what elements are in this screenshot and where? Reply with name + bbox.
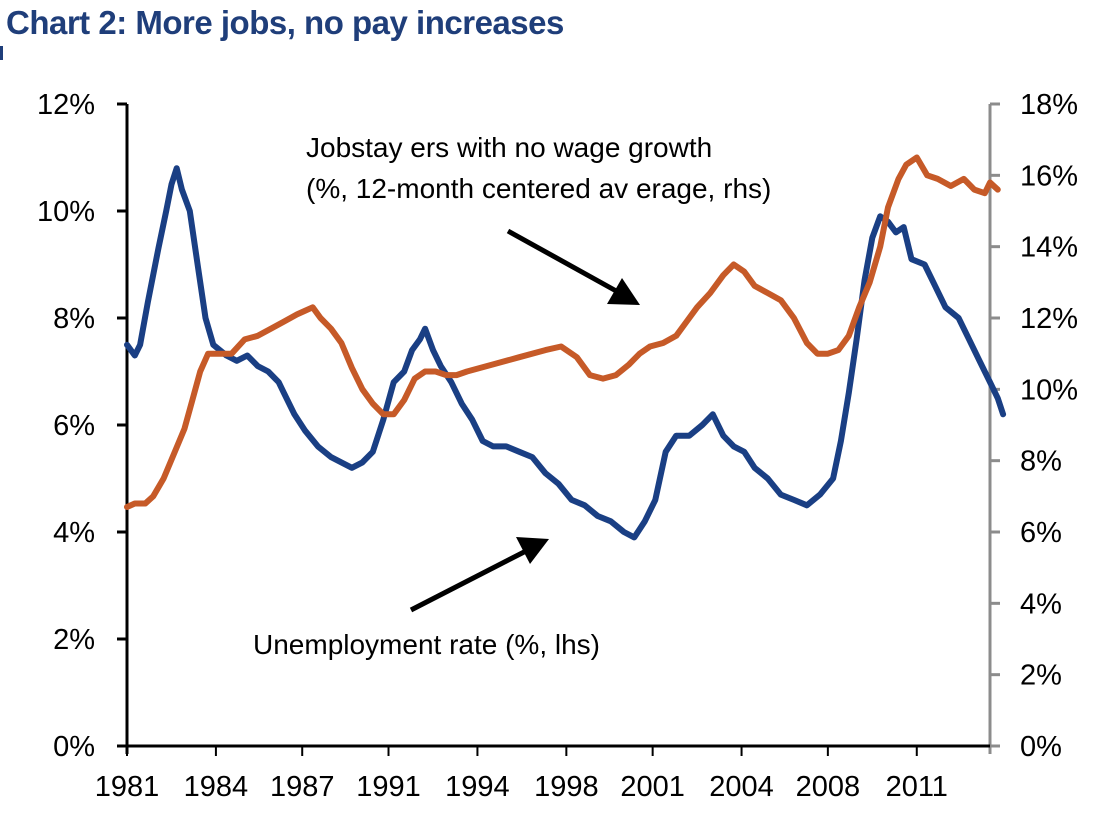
right-y-tick-label: 10% xyxy=(1020,374,1078,406)
unemployment-arrow-head xyxy=(516,537,549,564)
left-y-tick-label: 8% xyxy=(53,303,95,335)
left-y-tick-label: 2% xyxy=(53,624,95,656)
right-y-tick-label: 0% xyxy=(1020,731,1062,763)
x-tick-label: 1998 xyxy=(534,771,599,803)
right-y-tick-label: 16% xyxy=(1020,160,1078,192)
x-tick-label: 1981 xyxy=(95,771,160,803)
x-tick-label: 1987 xyxy=(270,771,335,803)
left-y-tick-label: 12% xyxy=(37,89,95,121)
x-tick-label: 1994 xyxy=(445,771,510,803)
left-y-tick-label: 10% xyxy=(37,196,95,228)
jobstayers-no-wage-growth-line xyxy=(124,154,1001,510)
chart-title: Chart 2: More jobs, no pay increases xyxy=(6,4,564,41)
annotations-group: Jobstay ers with no wage growth (%, 12-m… xyxy=(253,132,771,660)
jobstayers-annotation-line2: (%, 12-month centered av erage, rhs) xyxy=(306,173,771,204)
axes-group: 0% 2% 4% 6% 8% 10% 12% 0% 2% 4% 6% 8% 10% 12% 14% 16% 18… xyxy=(37,89,1078,803)
x-tick-label: 1991 xyxy=(356,771,421,803)
title-accent-bar xyxy=(0,46,3,60)
x-tick-label: 2004 xyxy=(709,771,774,803)
right-y-tick-label: 2% xyxy=(1020,660,1062,692)
x-tick-label: 2011 xyxy=(886,771,948,803)
right-y-tick-label: 18% xyxy=(1020,89,1078,121)
right-y-tick-label: 12% xyxy=(1020,303,1078,335)
x-tick-label: 2008 xyxy=(796,771,861,803)
left-y-tick-label: 4% xyxy=(53,517,95,549)
unemployment-arrow-shaft xyxy=(409,548,528,613)
left-y-tick-label: 0% xyxy=(53,731,95,763)
jobstayers-annotation-line1: Jobstay ers with no wage growth xyxy=(306,132,712,163)
right-y-tick-label: 6% xyxy=(1020,517,1062,549)
right-y-tick-label: 8% xyxy=(1020,446,1062,478)
jobstayers-arrow-shaft xyxy=(506,228,620,295)
right-y-tick-label: 4% xyxy=(1020,588,1062,620)
series-group xyxy=(124,154,1007,541)
left-y-tick-label: 6% xyxy=(53,410,95,442)
unemployment-rate-line xyxy=(124,165,1007,541)
jobstayers-arrow-head xyxy=(607,278,640,305)
unemployment-annotation: Unemployment rate (%, lhs) xyxy=(253,629,600,660)
x-tick-label: 2001 xyxy=(620,771,685,803)
right-y-tick-label: 14% xyxy=(1020,232,1078,264)
x-tick-label: 1984 xyxy=(184,771,249,803)
